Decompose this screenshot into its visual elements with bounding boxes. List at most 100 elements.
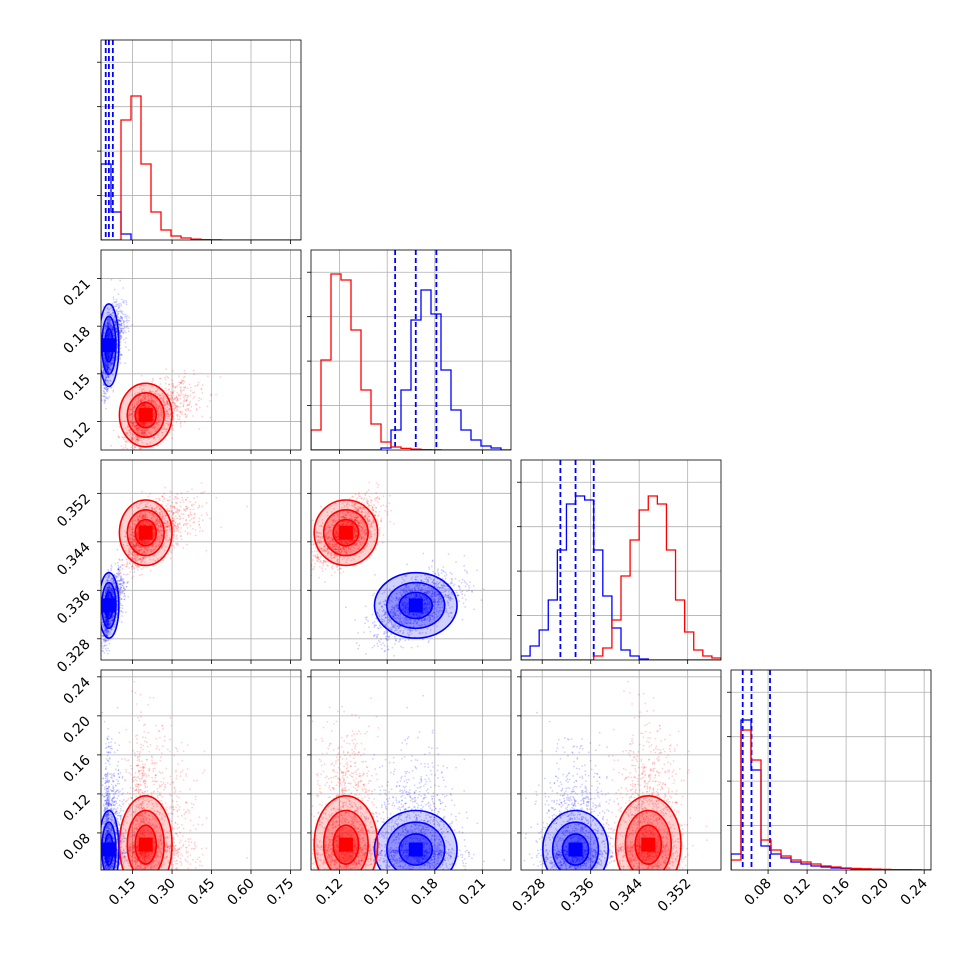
scatter-point [215,393,217,396]
scatter-point [124,362,126,365]
scatter-point [179,394,182,397]
scatter-point [102,374,105,377]
scatter-point [162,399,164,402]
scatter-point [107,652,109,655]
scatter-point [119,303,122,305]
scatter-point [143,403,146,406]
scatter-point [111,303,114,306]
scatter-point [163,549,166,552]
scatter-point [111,311,114,314]
scatter-point [119,327,122,329]
scatter-point [153,436,156,439]
scatter-point [155,506,158,509]
scatter-point [111,327,114,330]
scatter-point [180,392,183,395]
scatter-point [160,525,162,527]
scatter-point [137,439,139,442]
scatter-point [116,336,119,339]
scatter-point [131,557,134,560]
scatter-point [105,360,107,363]
scatter-point [142,430,145,433]
scatter-point [151,377,154,380]
scatter-point [138,426,140,429]
scatter-point [119,362,122,364]
scatter-point [107,326,110,329]
scatter-point [107,355,110,358]
scatter-point [152,399,154,401]
scatter-point [131,418,134,421]
scatter-point [170,509,173,512]
scatter-point [186,543,188,546]
scatter-point [135,544,138,547]
scatter-point [159,508,162,510]
scatter-point [107,333,110,335]
scatter-point [160,397,162,399]
scatter-point [140,429,142,432]
scatter-point [120,304,123,307]
scatter-point [131,540,133,543]
scatter-point [115,309,118,311]
scatter-point [143,430,146,433]
scatter-point [143,551,146,554]
scatter-point [111,329,114,331]
scatter-point [143,540,146,543]
scatter-point [179,402,182,405]
scatter-point [140,568,143,570]
scatter-point [146,516,149,519]
scatter-point [139,515,142,517]
scatter-point [107,332,110,335]
scatter-point [136,564,139,567]
scatter-point [117,318,120,321]
scatter-point [109,324,112,327]
scatter-point [110,328,113,330]
scatter-point [186,404,188,407]
scatter-point [163,394,166,397]
scatter-point [120,316,123,319]
scatter-point [103,331,106,334]
scatter-point [179,397,182,400]
scatter-point [158,405,161,408]
scatter-point [128,414,131,417]
scatter-point [176,527,179,530]
scatter-point [112,296,115,299]
scatter-point [180,402,183,404]
scatter-point [141,398,144,401]
scatter-point [144,432,146,435]
scatter-point [176,415,179,418]
scatter-point [189,394,192,397]
scatter-point [138,391,141,394]
scatter-point [185,409,188,412]
scatter-point [172,513,174,516]
scatter-point [114,322,117,325]
scatter-point [110,326,113,329]
scatter-point [155,497,158,500]
scatter-point [172,519,175,522]
scatter-point [156,389,159,392]
scatter-point [130,413,133,416]
scatter-point [120,445,123,447]
scatter-point [115,330,118,333]
scatter-point [132,557,135,560]
scatter-point [160,407,163,410]
scatter-point [144,429,146,432]
scatter-point [107,371,110,373]
scatter-point [179,501,182,504]
scatter-point [179,405,181,408]
scatter-point [135,556,138,559]
scatter-point [109,320,111,323]
scatter-point [143,425,146,428]
scatter-point [129,431,132,434]
scatter-point [167,408,170,411]
scatter-point [106,334,109,336]
scatter-point [168,524,171,527]
scatter-point [166,525,169,528]
scatter-point [139,400,142,403]
scatter-point [136,424,139,427]
scatter-point [155,406,158,409]
scatter-point [140,437,142,440]
scatter-point [143,540,146,543]
scatter-point [190,405,193,408]
scatter-point [134,440,137,443]
scatter-point [133,405,136,407]
scatter-point [113,318,115,321]
